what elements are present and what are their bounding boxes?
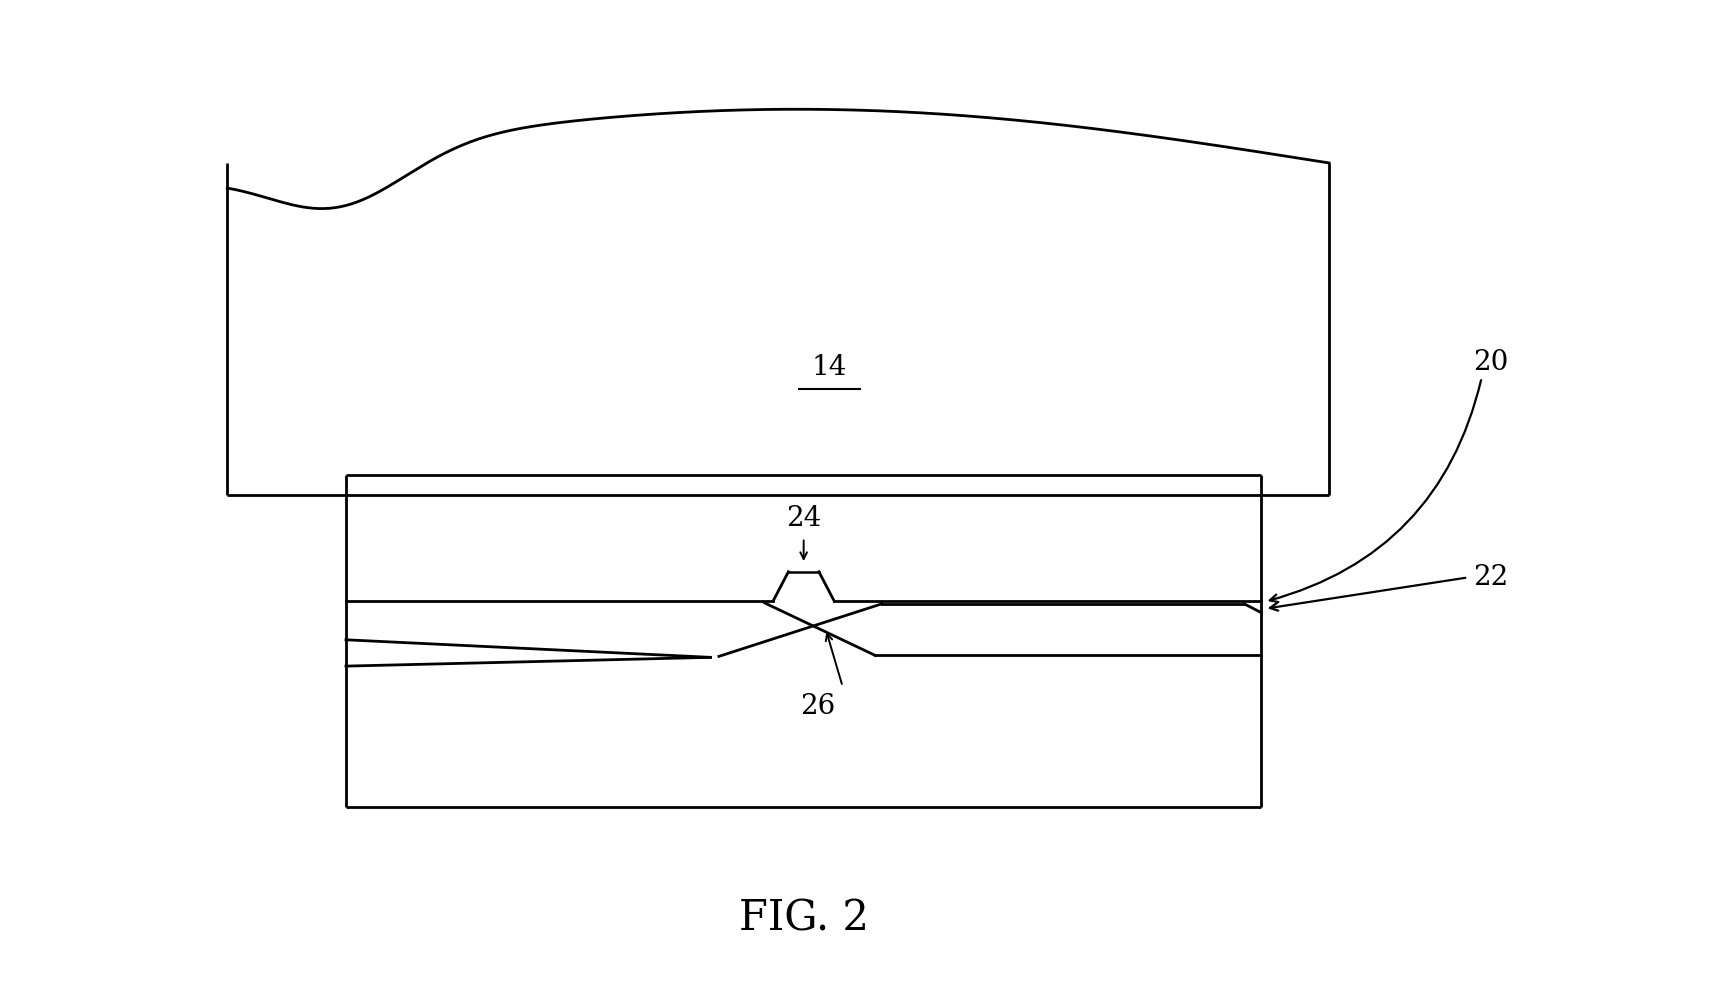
Text: FIG. 2: FIG. 2 [738, 898, 868, 940]
Text: 14: 14 [812, 354, 846, 381]
Text: 26: 26 [800, 692, 836, 720]
Text: 20: 20 [1473, 349, 1509, 377]
Text: 24: 24 [786, 504, 822, 532]
Text: 22: 22 [1473, 564, 1509, 590]
